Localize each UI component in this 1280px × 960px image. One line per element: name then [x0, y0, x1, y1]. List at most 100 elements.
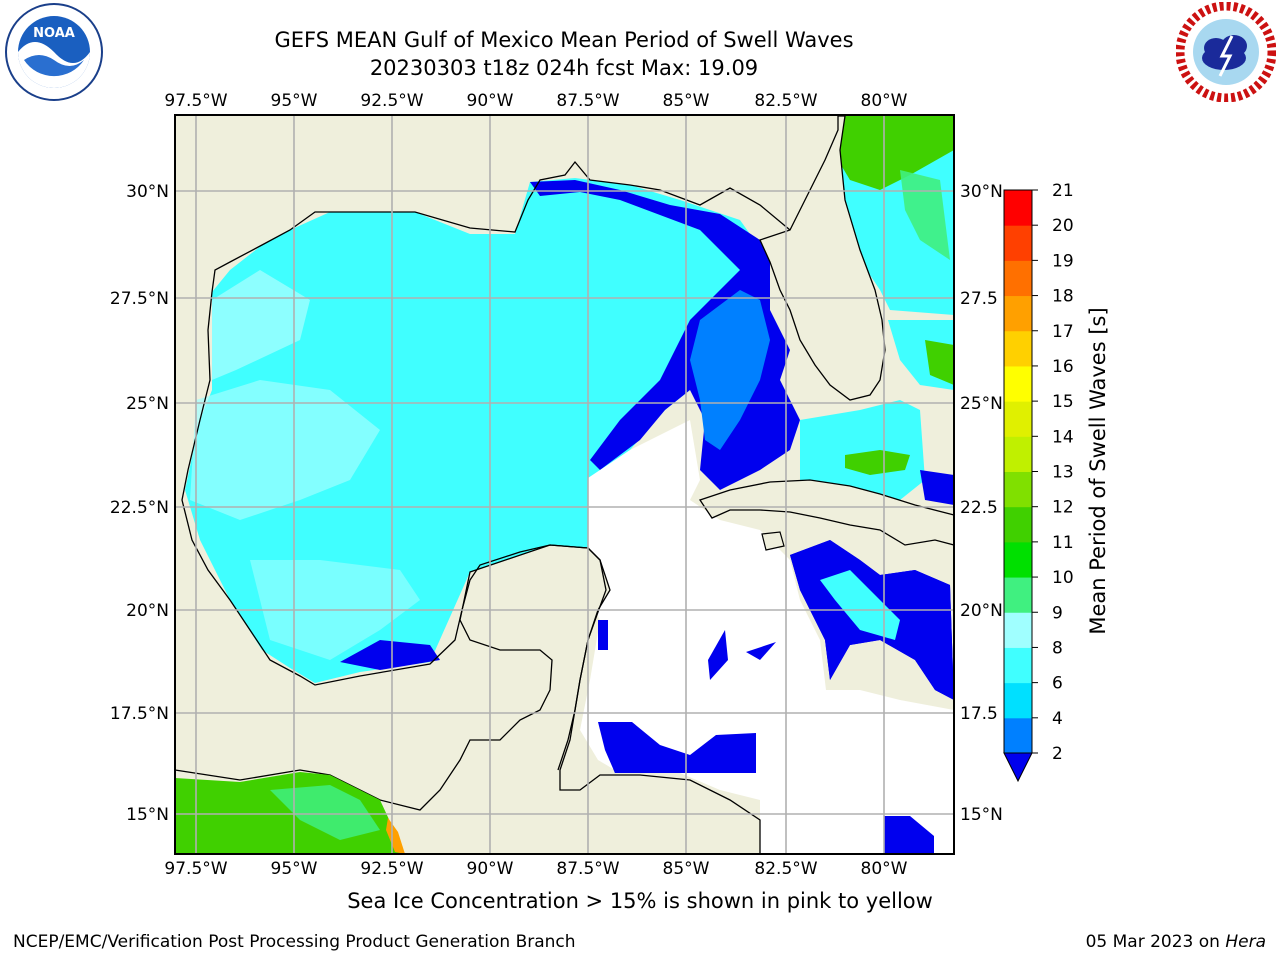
noaa-logo: NOAA	[5, 3, 103, 101]
colorbar-extend-min	[1003, 752, 1033, 783]
swell-bahamas-blue	[920, 470, 954, 505]
lat-label: 20°N	[960, 601, 1003, 621]
colorbar-segment	[1004, 577, 1032, 613]
swell-caribbean-east-cyan-2	[820, 570, 900, 640]
lon-label: 90°W	[467, 91, 514, 111]
chart-subtitle: 20230303 t18z 024h fcst Max: 19.09	[369, 56, 759, 80]
lon-label: 80°W	[861, 91, 908, 111]
colorbar-tick-label: 19	[1052, 251, 1074, 271]
swell-pacific-light	[270, 785, 380, 840]
lat-label: 25°N	[126, 394, 169, 414]
lat-label: 27.5°N	[110, 289, 169, 309]
chart-title: GEFS MEAN Gulf of Mexico Mean Period of …	[274, 28, 854, 52]
no-data-caribbean	[580, 420, 954, 854]
lon-label: 87.5°W	[556, 91, 619, 111]
lon-labels-top: 97.5°W 95°W 92.5°W 90°W 87.5°W 85°W 82.5…	[164, 91, 907, 111]
lon-label: 85°W	[663, 859, 710, 879]
colorbar-segment	[1004, 330, 1032, 367]
colorbar-tick-label: 11	[1052, 533, 1074, 553]
lon-label: 97.5°W	[164, 91, 227, 111]
colorbar: 2 4 6 8 9 10 11 12 13 14 15 16 17 18 19 20 21	[1003, 181, 1074, 783]
lon-label: 87.5°W	[556, 859, 619, 879]
coastline-north	[211, 160, 791, 293]
colorbar-segment	[1004, 365, 1032, 402]
swell-patch-small-1b	[598, 620, 608, 650]
footer-host: Hera	[1225, 932, 1266, 952]
lon-label: 90°W	[467, 859, 514, 879]
footer-branch: NCEP/EMC/Verification Post Processing Pr…	[13, 932, 576, 952]
colorbar-tick-label: 18	[1052, 287, 1074, 307]
lat-labels-right: 30°N 27.5 25°N 22.5 20°N 17.5 15°N	[960, 182, 1003, 825]
colorbar-tick-label: 20	[1052, 216, 1074, 236]
lon-label: 82.5°W	[754, 859, 817, 879]
colorbar-label: Mean Period of Swell Waves [s]	[1086, 307, 1110, 634]
swell-caribbean-south-2	[598, 722, 756, 773]
gulf-swell-field	[185, 178, 770, 683]
colorbar-segment	[1004, 471, 1032, 508]
swell-bahamas-green	[925, 340, 954, 385]
gulf-swell-light-band-2	[190, 380, 380, 520]
colorbar-segment	[1004, 506, 1032, 543]
colorbar-segment	[1004, 682, 1032, 719]
lat-label: 17.5°N	[110, 704, 169, 724]
lat-label: 25°N	[960, 394, 1003, 414]
swell-patch-small-6b	[884, 816, 934, 854]
swell-short-south-coast	[340, 640, 440, 670]
lat-labels-left: 30°N 27.5°N 25°N 22.5°N 20°N 17.5°N 15°N	[110, 182, 169, 825]
lon-label: 97.5°W	[164, 859, 227, 879]
colorbar-segment	[1004, 401, 1032, 437]
colorbar-tick-label: 9	[1052, 603, 1063, 623]
lon-label: 85°W	[663, 91, 710, 111]
colorbar-segment	[1004, 612, 1032, 648]
lat-label: 30°N	[960, 182, 1003, 202]
colorbar-tick-label: 17	[1052, 322, 1074, 342]
colorbar-tick-label: 13	[1052, 463, 1074, 483]
nws-logo	[1176, 2, 1276, 102]
map-frame	[174, 114, 955, 855]
lon-label: 95°W	[271, 91, 318, 111]
lat-label: 27.5	[960, 289, 998, 309]
colorbar-tick-label: 21	[1052, 181, 1074, 201]
graticule	[175, 115, 954, 854]
lon-label: 92.5°W	[360, 91, 423, 111]
swell-pacific-orange	[386, 818, 405, 854]
lat-label: 30°N	[126, 182, 169, 202]
footer-date: 05 Mar 2023 on Hera	[1086, 932, 1266, 952]
colorbar-tick-label: 4	[1052, 709, 1063, 729]
land-florida	[759, 115, 886, 401]
swell-atlantic-lightgreen	[900, 170, 950, 260]
lat-label: 15°N	[960, 805, 1003, 825]
lat-label: 15°N	[126, 805, 169, 825]
colorbar-segment	[1004, 541, 1032, 578]
colorbar-segment	[1004, 295, 1032, 332]
lon-label: 82.5°W	[754, 91, 817, 111]
colorbar-segment	[1004, 647, 1032, 684]
swell-patch-small-2b	[708, 630, 728, 680]
lat-label: 22.5°N	[110, 498, 169, 518]
lat-label: 20°N	[126, 601, 169, 621]
lat-label: 17.5	[960, 704, 998, 724]
noaa-logo-text: NOAA	[33, 26, 75, 41]
lon-label: 92.5°W	[360, 859, 423, 879]
coastline-west	[181, 291, 589, 686]
colorbar-segment	[1004, 436, 1032, 472]
swell-atlantic-green	[838, 116, 954, 190]
land-isle-of-youth	[761, 531, 785, 551]
swell-mid-east	[690, 290, 770, 450]
colorbar-tick-label: 2	[1052, 744, 1063, 764]
colorbar-tick-label: 15	[1052, 392, 1074, 412]
colorbar-tick-label: 10	[1052, 568, 1074, 588]
lon-labels-bottom: 97.5°W 95°W 92.5°W 90°W 87.5°W 85°W 82.5…	[164, 859, 907, 879]
colorbar-tick-label: 8	[1052, 638, 1063, 658]
colorbar-tick-label: 6	[1052, 674, 1063, 694]
swell-patch-small-3b	[746, 642, 776, 660]
colorbar-segment	[1004, 260, 1032, 297]
colorbar-segment	[1004, 717, 1032, 754]
swell-florida-straits-green	[845, 450, 910, 475]
colorbar-segment	[1004, 225, 1032, 261]
sea-ice-note: Sea Ice Concentration > 15% is shown in …	[347, 889, 933, 913]
swell-florida-straits	[800, 400, 925, 500]
colorbar-tick-label: 14	[1052, 427, 1074, 447]
lat-label: 22.5	[960, 498, 998, 518]
